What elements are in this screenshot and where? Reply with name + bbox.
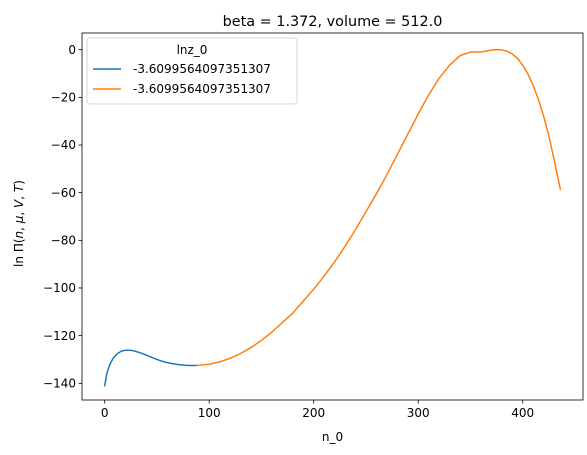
x-tick-label: 0: [101, 406, 109, 420]
x-tick-label: 400: [511, 406, 534, 420]
y-axis: 0 −20 −40 −60 −80 −100 −120 −140: [43, 43, 82, 391]
legend-box: [86, 37, 298, 105]
series-line-1: [103, 349, 198, 387]
x-tick-label: 200: [302, 406, 325, 420]
y-tick-label: −80: [51, 234, 76, 248]
legend-label: -3.6099564097351307: [133, 82, 271, 96]
y-tick-label: −120: [43, 329, 76, 343]
chart-title: beta = 1.372, volume = 512.0: [223, 14, 443, 30]
x-tick-label: 300: [407, 406, 430, 420]
y-tick-label: −40: [51, 138, 76, 152]
plot-lines: [103, 48, 562, 387]
x-tick-label: 100: [198, 406, 221, 420]
y-tick-label: −60: [51, 186, 76, 200]
legend-title: lnz_0: [177, 43, 208, 57]
legend-label: -3.6099564097351307: [133, 62, 271, 76]
series-line-2: [195, 48, 562, 367]
x-axis: 0 100 200 300 400: [101, 400, 534, 420]
y-tick-label: −100: [43, 281, 76, 295]
x-axis-label: n_0: [322, 430, 343, 444]
y-tick-label: −140: [43, 377, 76, 391]
y-tick-label: 0: [68, 43, 76, 57]
y-tick-label: −20: [51, 91, 76, 105]
y-axis-label: ln Π(n, μ, V, T): [12, 180, 26, 267]
legend: lnz_0 -3.6099564097351307 -3.609956409735…: [86, 37, 298, 105]
plot-frame: [81, 32, 584, 401]
